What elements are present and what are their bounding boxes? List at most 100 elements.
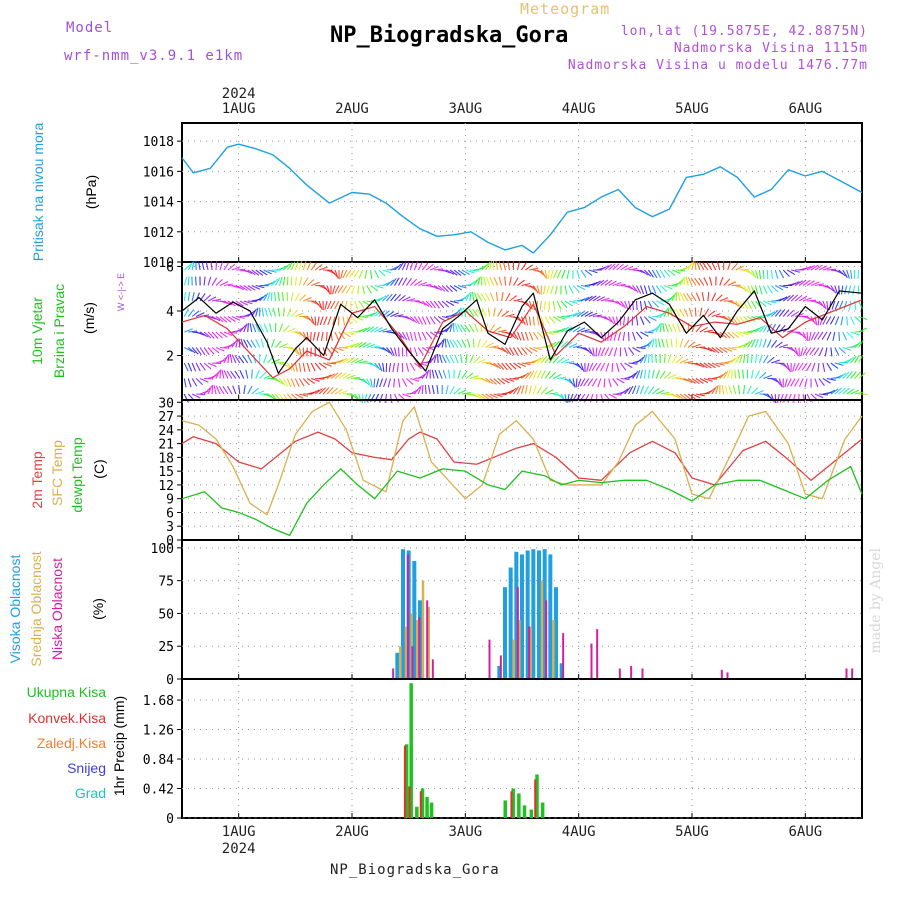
wind-barb [568, 300, 578, 304]
wind-barb [624, 362, 633, 369]
wind-barb [398, 331, 405, 340]
wind-barb [314, 362, 322, 371]
wind-barb [613, 331, 618, 341]
wind-barb [350, 376, 360, 380]
wind-barb [203, 294, 212, 302]
wind-barb [766, 339, 772, 348]
wind-barb [401, 277, 408, 286]
wind-barb [406, 298, 416, 302]
wind-barb [413, 261, 418, 271]
wind-barb [661, 338, 665, 348]
wind-barb [421, 316, 427, 325]
wind-barb [433, 354, 437, 364]
wind-barb [271, 278, 279, 286]
wind-barb [238, 385, 241, 395]
wind-barb [690, 293, 697, 302]
wind-barb [263, 292, 269, 302]
wind-barb [438, 369, 443, 379]
wind-barb [302, 347, 305, 357]
wind-barb [651, 387, 660, 395]
wind-barb [750, 369, 754, 379]
wind-barb [687, 393, 696, 400]
wind-barb [223, 354, 229, 364]
wind-barb [667, 354, 672, 364]
wind-barb [278, 276, 283, 286]
wind-barb [842, 331, 848, 341]
wind-barb [622, 331, 626, 341]
wind-barb [575, 378, 578, 388]
wind-barb [413, 386, 421, 395]
wind-barb [255, 296, 264, 302]
wind-barb [495, 261, 499, 271]
wind-barb [806, 362, 812, 372]
wind-barb [473, 393, 482, 399]
wind-barb [758, 269, 762, 279]
wind-barb [632, 347, 641, 353]
wind-barb [857, 269, 860, 280]
wind-barb [445, 285, 453, 293]
wind-barb [616, 316, 619, 326]
wind-barb [326, 373, 335, 379]
wind-barb [528, 331, 534, 341]
y-tick-label: 9 [166, 493, 174, 508]
wind-barb [394, 277, 400, 286]
wind-barb [703, 308, 710, 317]
wind-barb [255, 284, 265, 289]
wind-barb [724, 385, 729, 395]
wind-barb [716, 261, 721, 271]
wind-barb [441, 285, 449, 293]
wind-barb [838, 347, 846, 354]
wind-barb [413, 347, 418, 357]
wind-barb [683, 378, 693, 383]
wind-barb [552, 316, 561, 322]
wind-barb [282, 276, 286, 286]
wind-barb [290, 362, 296, 372]
wind-barb [543, 300, 546, 311]
wind-barb [810, 281, 820, 287]
wind-barb [588, 347, 594, 356]
wind-barb [703, 362, 712, 369]
wind-barb [489, 261, 493, 271]
wind-barb [203, 276, 206, 286]
wind-barb [322, 362, 332, 367]
bottom-day-label: 3AUG [448, 824, 482, 840]
y-tick-label: 0 [166, 673, 174, 688]
wind-barb [346, 374, 356, 380]
wind-barb [469, 269, 479, 272]
wind-gust-line [181, 299, 863, 379]
wind-barb [421, 347, 430, 354]
wind-barb [564, 393, 568, 403]
wind-barb [521, 362, 531, 365]
wind-barb [842, 371, 850, 379]
wind-barb [608, 280, 617, 286]
wind-barb [751, 315, 761, 321]
wind-barb [818, 347, 824, 356]
wind-barb [727, 261, 732, 271]
wind-barb [405, 331, 410, 341]
wind-barb [741, 369, 745, 379]
wind-barb [183, 276, 188, 286]
cloud-low-bar [426, 600, 429, 679]
wind-barb [719, 371, 727, 379]
wind-barb [577, 378, 582, 388]
wind-barb [858, 372, 866, 379]
wind-barb [392, 362, 396, 372]
wind-barb [370, 310, 379, 317]
wind-barb [264, 307, 269, 317]
wind-barb [405, 362, 410, 372]
wind-barb [219, 261, 224, 271]
wind-barb [449, 385, 455, 395]
wind-barb [675, 279, 684, 286]
wind-barb [747, 285, 752, 294]
wind-barb [358, 300, 365, 309]
wind-barb [279, 265, 288, 271]
wind-barb [668, 323, 673, 333]
wind-barb [758, 354, 763, 364]
wind-barb [560, 358, 570, 364]
wind-barb [485, 378, 494, 385]
wind-barb [310, 362, 316, 372]
wind-barb [513, 316, 522, 322]
wind-barb [824, 347, 828, 357]
wind-barb [580, 284, 590, 288]
wind-barb [330, 387, 339, 395]
